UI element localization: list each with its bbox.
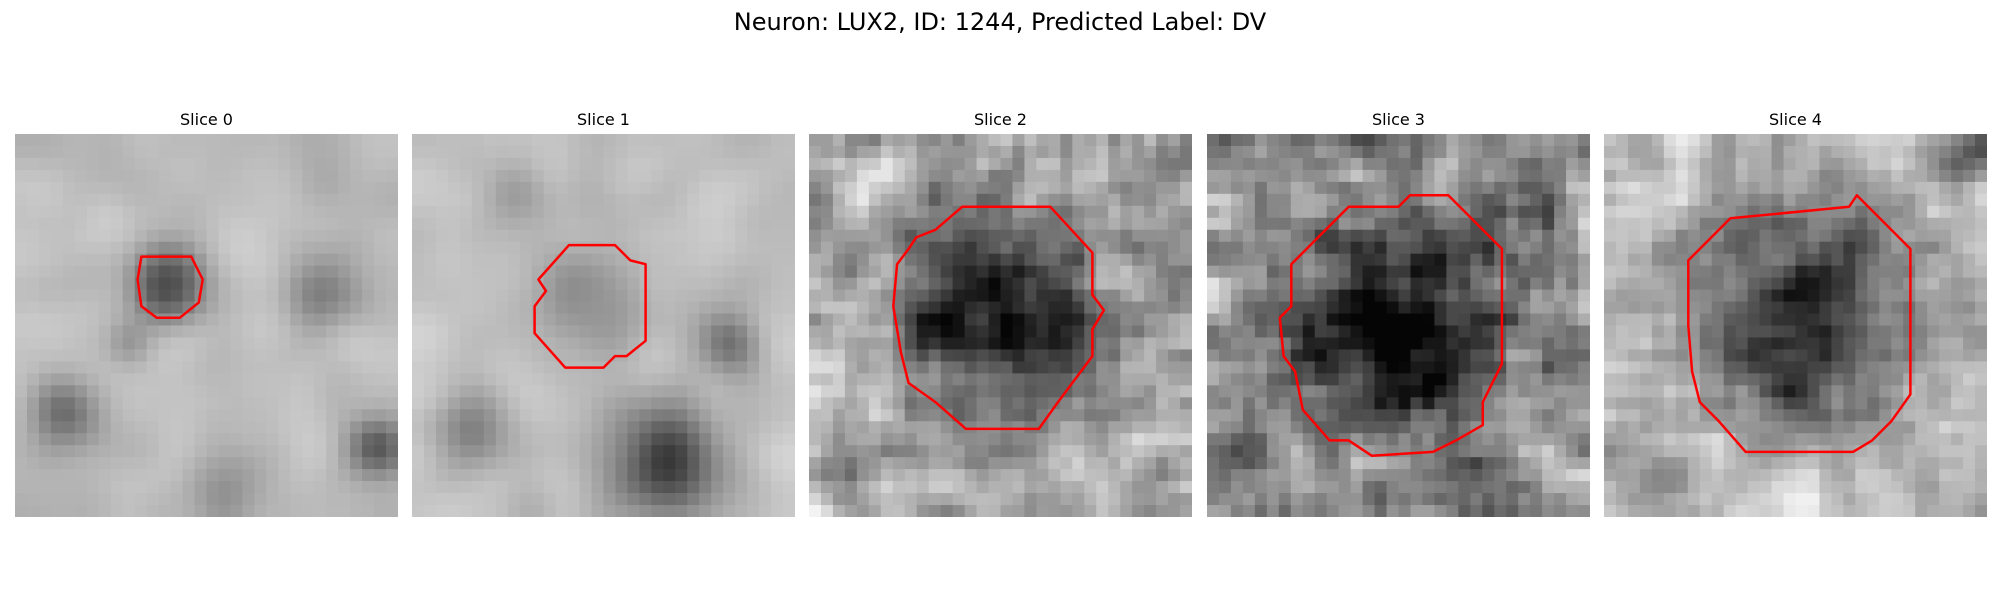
slice-title-1: Slice 1 [577,110,630,129]
slice-title-2: Slice 2 [974,110,1027,129]
slice-title-4: Slice 4 [1769,110,1822,129]
slice-panel-row: Slice 0 Slice 1 Slice 2 Slice 3 Slice 4 [0,110,2000,530]
slice-title-0: Slice 0 [180,110,233,129]
slice-title-3: Slice 3 [1372,110,1425,129]
roi-contour [1687,194,1912,454]
slice-panel-0: Slice 0 [15,110,398,520]
slice-image-2 [809,134,1192,517]
slice-panel-1: Slice 1 [412,110,795,520]
slice-image-4 [1604,134,1987,517]
slice-image-0 [15,134,398,517]
roi-contour [892,205,1106,431]
slice-image-3 [1207,134,1590,517]
slice-panel-2: Slice 2 [809,110,1192,520]
slice-image-1 [412,134,795,517]
roi-contour [136,255,204,320]
roi-contour [1278,194,1504,457]
figure-title: Neuron: LUX2, ID: 1244, Predicted Label:… [733,8,1267,36]
slice-panel-4: Slice 4 [1604,110,1987,520]
slice-panel-3: Slice 3 [1207,110,1590,520]
roi-contour [533,243,647,369]
